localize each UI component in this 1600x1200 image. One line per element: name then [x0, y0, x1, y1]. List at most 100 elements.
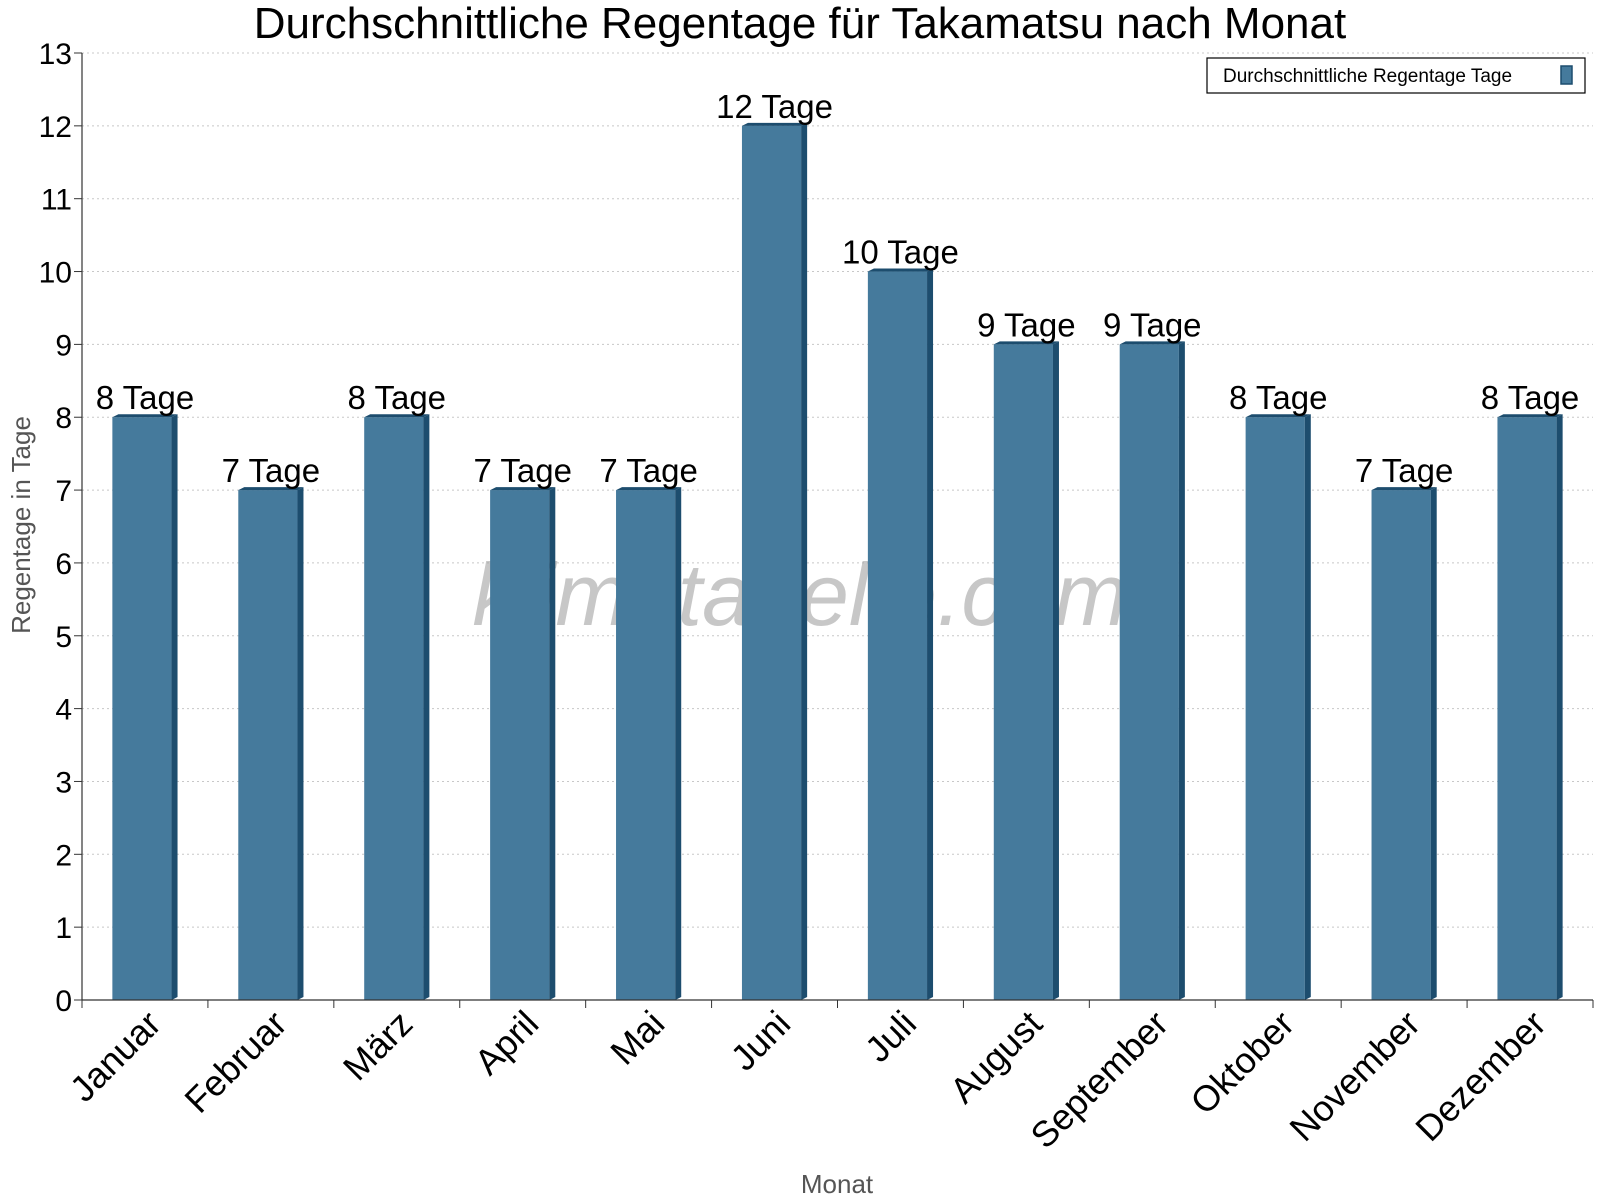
bar-group [616, 487, 682, 1001]
data-label: 7 Tage [222, 452, 320, 489]
bar-group [364, 414, 430, 1000]
bars [112, 122, 1563, 1001]
y-tick-label: 1 [55, 912, 72, 945]
bar-side [1430, 487, 1437, 1001]
legend-box [1206, 57, 1586, 94]
bar-top [112, 414, 178, 418]
y-tick-label: 0 [55, 985, 72, 1018]
bar [364, 417, 424, 1000]
bar-group [993, 341, 1059, 1000]
x-tick-label: Juni [723, 1003, 799, 1079]
bar-top [1497, 414, 1563, 418]
x-tick-label: November [1281, 1003, 1427, 1149]
x-tick-labels: Januar Februar März April Mai Juni Juli AugustS… [62, 1003, 1554, 1157]
x-tick-label: Dezember [1407, 1003, 1553, 1149]
x-tick-label: Juli [857, 1003, 924, 1070]
y-tick-label: 3 [55, 766, 72, 799]
bar-group [490, 487, 556, 1001]
bar-top [741, 122, 808, 126]
y-tick-label: 9 [55, 329, 72, 362]
bar-top [616, 487, 682, 491]
y-axis-label: Regentage in Tage [6, 416, 36, 634]
data-label: 8 Tage [348, 379, 446, 416]
data-label: 8 Tage [1481, 379, 1579, 416]
bar-group [238, 487, 304, 1001]
axes [74, 52, 1594, 1008]
x-tick-label: April [466, 1003, 546, 1083]
bar-side [171, 414, 178, 1000]
legend-swatch [1560, 65, 1573, 85]
bar-group [1245, 414, 1311, 1000]
y-tick-label: 7 [55, 475, 72, 508]
bar-group [1371, 487, 1437, 1001]
y-tick-label: 8 [55, 402, 72, 435]
data-label: 7 Tage [599, 452, 697, 489]
x-tick-label: September [1022, 1003, 1176, 1157]
chart-title: Durchschnittliche Regentage für Takamats… [254, 0, 1346, 48]
data-label: 7 Tage [1355, 452, 1453, 489]
grid-lines [82, 52, 1593, 928]
bar-top [238, 487, 304, 491]
x-tick-label: Februar [176, 1003, 294, 1121]
bar-group [1119, 341, 1185, 1000]
bar-group [867, 268, 934, 1000]
bar-top [1119, 341, 1185, 345]
data-labels: 8 Tage 7 Tage 8 Tage 7 Tage 7 Tage 12 Tage 10 … [96, 88, 1580, 489]
bar-group [1497, 414, 1563, 1000]
bar-side [675, 487, 682, 1001]
data-label: 8 Tage [96, 379, 194, 416]
x-tick-label: Januar [62, 1003, 169, 1110]
y-tick-label: 13 [39, 38, 72, 71]
bar-side [549, 487, 556, 1001]
bar [238, 490, 298, 1000]
bar [490, 490, 550, 1000]
bar [1119, 344, 1179, 1000]
x-tick-label: Mai [602, 1003, 672, 1073]
bar-group [112, 414, 178, 1000]
x-tick-label: August [942, 1003, 1050, 1111]
y-tick-label: 11 [41, 184, 72, 217]
legend-label: Durchschnittliche Regentage Tage [1223, 66, 1512, 87]
bar-top [490, 487, 556, 491]
bar-top [1371, 487, 1437, 491]
data-label: 8 Tage [1229, 379, 1327, 416]
y-tick-label: 5 [55, 621, 72, 654]
bar [1371, 490, 1431, 1000]
data-label: 7 Tage [473, 452, 571, 489]
data-label: 10 Tage [842, 234, 959, 271]
bar-side [1556, 414, 1563, 1000]
y-tick-label: 2 [55, 839, 72, 872]
x-tick-label: März [335, 1003, 421, 1089]
bar-top [364, 414, 430, 418]
x-axis-label: Monat [801, 1169, 874, 1199]
bar-side [1304, 414, 1311, 1000]
bar [112, 417, 172, 1000]
bar [741, 125, 802, 1001]
data-label: 12 Tage [716, 88, 833, 125]
data-label: 9 Tage [977, 306, 1075, 343]
bar [616, 490, 676, 1000]
bar-top [993, 341, 1059, 345]
bar [1497, 417, 1557, 1000]
bar-top [867, 268, 934, 272]
y-tick-label: 6 [55, 548, 72, 581]
bar [993, 344, 1053, 1000]
legend: Durchschnittliche Regentage Tage [1206, 57, 1586, 94]
y-tick-label: 4 [55, 694, 72, 727]
bar-side [1052, 341, 1059, 1000]
bar-side [423, 414, 430, 1000]
bar-side [1178, 341, 1185, 1000]
y-tick-label: 12 [39, 111, 72, 144]
bar-group [741, 122, 808, 1001]
bar-side [801, 122, 808, 1001]
bar-side [297, 487, 304, 1001]
y-tick-label: 10 [39, 257, 72, 290]
bar-top [1245, 414, 1311, 418]
bar [1245, 417, 1305, 1000]
x-tick-label: Oktober [1182, 1003, 1302, 1123]
bar-side [927, 268, 934, 1000]
data-label: 9 Tage [1103, 306, 1201, 343]
bar [867, 271, 928, 1000]
